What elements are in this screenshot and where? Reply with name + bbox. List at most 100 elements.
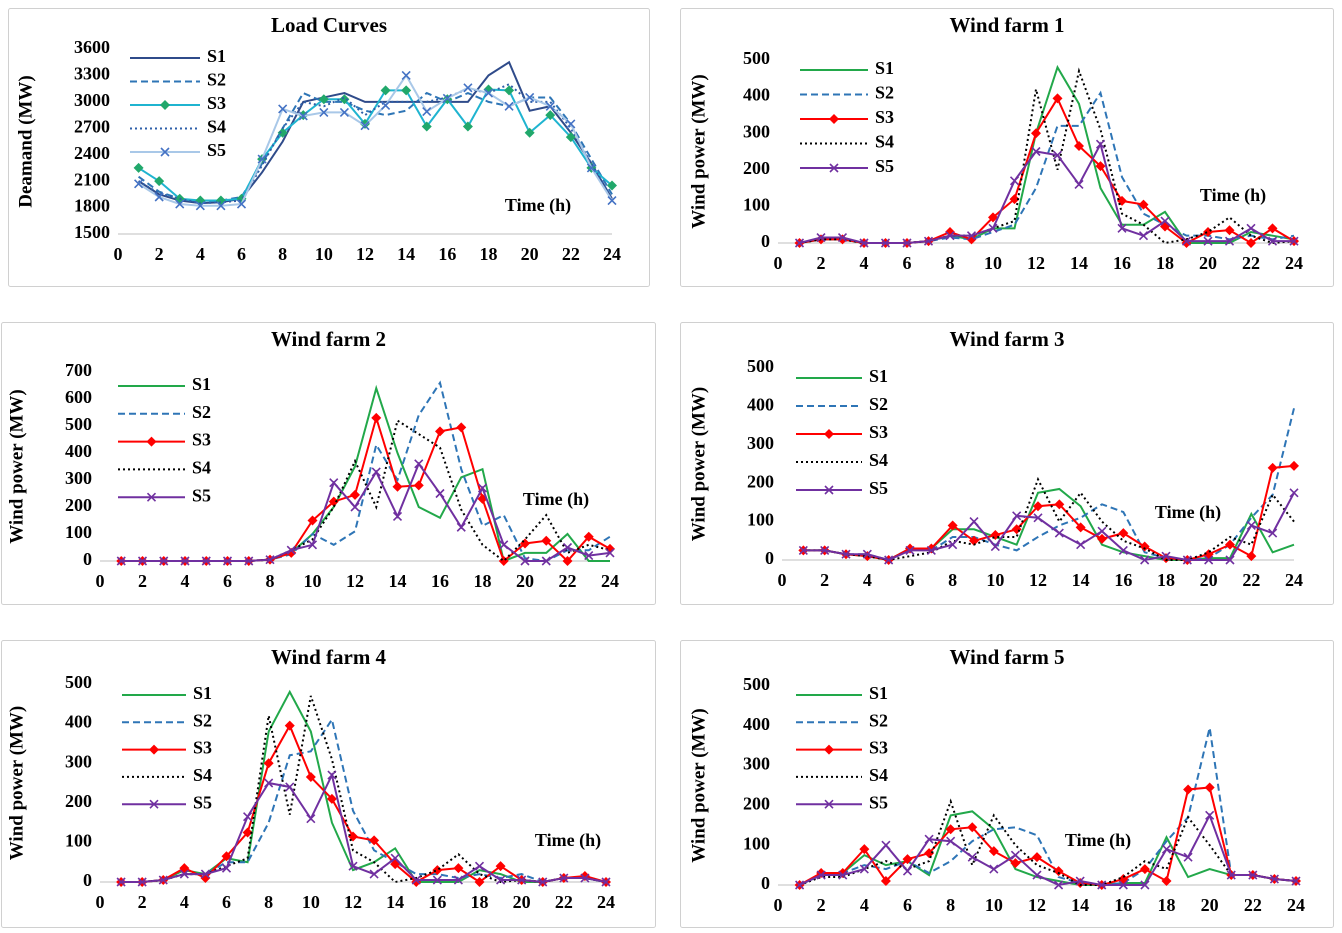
x-tick-label: 8 xyxy=(946,253,955,273)
x-tick-label: 14 xyxy=(1071,895,1089,915)
panel-frame xyxy=(680,8,1334,287)
x-tick-label: 22 xyxy=(559,571,577,591)
y-tick-label: 400 xyxy=(743,714,770,734)
marker-x xyxy=(306,814,316,824)
marker-x xyxy=(1118,545,1128,555)
marker-diamond xyxy=(1031,128,1041,139)
marker-diamond xyxy=(1267,462,1278,473)
y-tick-label: 200 xyxy=(65,791,92,811)
marker-diamond xyxy=(263,758,274,769)
y-tick-label: 300 xyxy=(743,754,770,774)
marker-diamond xyxy=(1052,93,1063,104)
x-tick-label: 14 xyxy=(1072,570,1090,590)
marker-x xyxy=(216,201,226,211)
x-tick-label: 2 xyxy=(138,892,147,912)
x-tick-label: 18 xyxy=(471,892,489,912)
x-tick-label: 14 xyxy=(386,892,404,912)
marker-x xyxy=(517,875,527,885)
marker-x xyxy=(1074,179,1084,190)
x-tick-label: 10 xyxy=(984,253,1002,273)
x-tick-label: 20 xyxy=(513,892,531,912)
marker-x xyxy=(158,875,168,885)
marker-diamond xyxy=(462,121,473,132)
x-tick-label: 2 xyxy=(138,571,147,591)
x-tick-label: 8 xyxy=(266,571,275,591)
marker-x xyxy=(580,873,590,883)
marker-x xyxy=(1246,223,1256,233)
x-tick-label: 24 xyxy=(603,244,621,264)
marker-diamond xyxy=(947,520,958,531)
x-tick-label: 10 xyxy=(985,895,1003,915)
legend-label: S3 xyxy=(869,738,888,758)
marker-x xyxy=(1076,540,1086,550)
panel-frame xyxy=(1,322,656,605)
marker-x xyxy=(1160,216,1170,226)
legend-label: S5 xyxy=(207,140,226,160)
legend-label: S1 xyxy=(875,58,894,78)
marker-x xyxy=(179,869,189,879)
marker-x xyxy=(298,111,308,121)
marker-x xyxy=(967,852,977,862)
x-tick-label: 18 xyxy=(480,244,498,264)
marker-x xyxy=(1289,488,1299,498)
marker-diamond xyxy=(307,515,318,526)
marker-x xyxy=(243,812,253,822)
series-line xyxy=(799,786,1297,887)
marker-x xyxy=(160,147,170,157)
marker-x xyxy=(948,540,958,550)
y-tick-label: 500 xyxy=(747,356,774,376)
x-axis-label: Time (h) xyxy=(1065,830,1131,851)
x-tick-label: 6 xyxy=(903,253,912,273)
legend-label: S5 xyxy=(193,792,212,812)
y-tick-label: 100 xyxy=(65,831,92,851)
y-tick-label: 500 xyxy=(743,48,770,68)
marker-x xyxy=(222,556,233,566)
marker-x xyxy=(371,467,381,477)
y-tick-label: 500 xyxy=(65,414,92,434)
marker-diamond xyxy=(945,824,956,835)
marker-x xyxy=(1009,176,1020,186)
marker-x xyxy=(221,863,232,873)
y-tick-label: 100 xyxy=(743,833,770,853)
y-tick-label: 3300 xyxy=(74,64,110,84)
marker-diamond xyxy=(1139,541,1150,552)
marker-x xyxy=(607,195,617,206)
marker-x xyxy=(1097,526,1107,536)
marker-diamond xyxy=(339,94,350,105)
marker-x xyxy=(824,485,834,495)
x-tick-label: 14 xyxy=(389,571,407,591)
x-tick-label: 12 xyxy=(356,244,374,264)
marker-diamond xyxy=(1183,784,1194,795)
y-tick-label: 100 xyxy=(743,195,770,215)
marker-diamond xyxy=(565,132,576,143)
marker-x xyxy=(1161,551,1171,561)
y-tick-label: 700 xyxy=(65,360,92,380)
marker-x xyxy=(841,549,851,559)
x-tick-label: 4 xyxy=(860,895,869,915)
marker-x xyxy=(586,163,596,173)
y-tick-label: 0 xyxy=(761,231,770,251)
marker-diamond xyxy=(1224,225,1235,236)
marker-x xyxy=(257,154,267,164)
marker-x xyxy=(1095,139,1106,149)
marker-diamond xyxy=(1053,866,1064,877)
y-tick-label: 100 xyxy=(747,510,774,530)
marker-x xyxy=(463,83,473,93)
marker-x xyxy=(134,179,144,189)
marker-diamond xyxy=(824,744,834,755)
marker-diamond xyxy=(360,118,370,129)
marker-x xyxy=(1291,876,1301,886)
x-axis-label: Time (h) xyxy=(523,489,589,510)
marker-diamond xyxy=(1246,238,1256,248)
y-tick-label: 2400 xyxy=(74,143,110,163)
y-tick-label: 400 xyxy=(743,85,770,105)
marker-diamond xyxy=(1097,533,1107,544)
marker-diamond xyxy=(154,176,165,187)
marker-diamond xyxy=(305,772,316,783)
marker-x xyxy=(1054,880,1064,890)
marker-x xyxy=(381,100,391,110)
marker-diamond xyxy=(607,180,617,191)
x-tick-label: 10 xyxy=(315,244,333,264)
marker-x xyxy=(348,861,358,871)
